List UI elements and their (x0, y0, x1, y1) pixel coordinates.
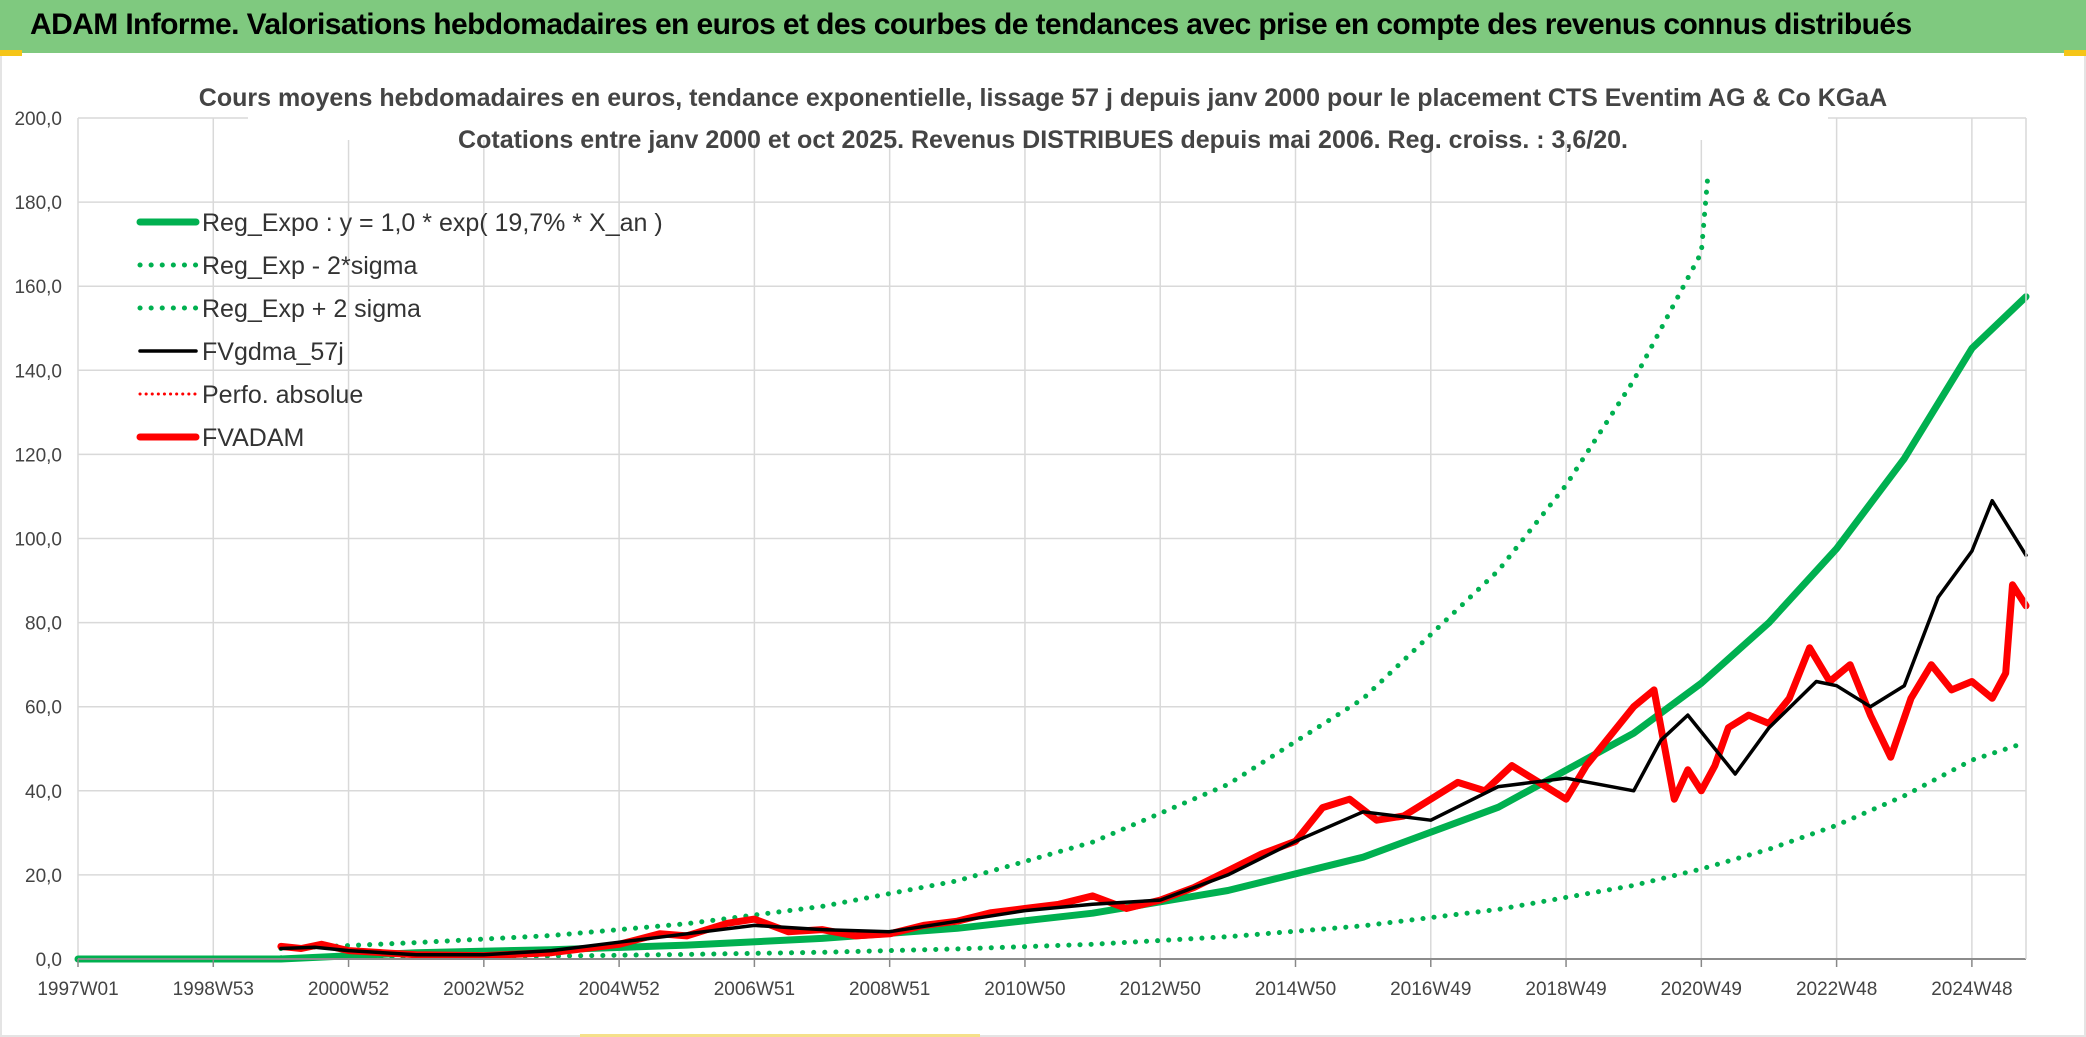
legend-label: Perfo. absolue (202, 381, 363, 409)
page-title: ADAM Informe. Valorisations hebdomadaire… (30, 8, 1912, 41)
y-tick-label: 120,0 (14, 445, 62, 466)
x-tick-label: 1998W53 (173, 979, 254, 1000)
header-accent-right (2064, 50, 2086, 56)
y-tick-label: 40,0 (25, 782, 62, 803)
x-tick-label: 2002W52 (443, 979, 524, 1000)
legend-label: Reg_Exp - 2*sigma (202, 252, 417, 280)
x-tick-label: 2000W52 (308, 979, 389, 1000)
y-tick-label: 20,0 (25, 866, 62, 887)
x-tick-label: 2004W52 (578, 979, 659, 1000)
series-line-1 (278, 739, 2029, 961)
x-tick-label: 2010W50 (984, 979, 1065, 1000)
chart-title-line1: Cours moyens hebdomadaires en euros, ten… (199, 84, 1887, 112)
x-tick-label: 2024W48 (1931, 979, 2012, 1000)
x-tick-label: 1997W01 (37, 979, 118, 1000)
grid (77, 117, 2026, 960)
x-tick-label: 2012W50 (1120, 979, 1201, 1000)
axes: 0,0 20,0 40,0 60,0 80,0 100,0 120,0 140,0 160,0 1… (14, 109, 2027, 1000)
y-tick-label: 200,0 (14, 109, 62, 130)
series-line-3 (279, 498, 2028, 957)
y-tick-label: 160,0 (14, 277, 62, 298)
x-tick-label: 2020W49 (1661, 979, 1742, 1000)
bottom-accent (580, 1034, 980, 1037)
legend-label: FVgdma_57j (202, 338, 344, 366)
series-line-2 (278, 170, 1711, 951)
header-accent-left (0, 50, 22, 56)
y-tick-label: 60,0 (25, 698, 62, 719)
series-layer (74, 170, 2030, 963)
legend-label: Reg_Exp + 2 sigma (202, 295, 421, 323)
x-tick-label: 2014W50 (1255, 979, 1336, 1000)
chart-title-line2: Cotations entre janv 2000 et oct 2025. R… (458, 126, 1628, 154)
y-tick-label: 180,0 (14, 193, 62, 214)
chart-svg: 0,0 20,0 40,0 60,0 80,0 100,0 120,0 140,0 160,0 1… (14, 68, 2030, 1000)
legend: Reg_Expo : y = 1,0 * exp( 19,7% * X_an )… (136, 209, 663, 452)
legend-label: Reg_Expo : y = 1,0 * exp( 19,7% * X_an ) (202, 209, 663, 237)
x-tick-label: 2006W51 (714, 979, 795, 1000)
x-tick-label: 2008W51 (849, 979, 930, 1000)
chart-title-background (248, 68, 1828, 140)
header-banner: ADAM Informe. Valorisations hebdomadaire… (0, 0, 2086, 53)
x-tick-label: 2018W49 (1525, 979, 1606, 1000)
series-line-0 (74, 293, 2030, 963)
legend-label: FVADAM (202, 424, 304, 452)
y-tick-label: 80,0 (25, 614, 62, 635)
y-tick-label: 0,0 (36, 950, 62, 971)
y-tick-label: 100,0 (14, 530, 62, 551)
x-tick-label: 2022W48 (1796, 979, 1877, 1000)
x-tick-label: 2016W49 (1390, 979, 1471, 1000)
y-tick-label: 140,0 (14, 361, 62, 382)
